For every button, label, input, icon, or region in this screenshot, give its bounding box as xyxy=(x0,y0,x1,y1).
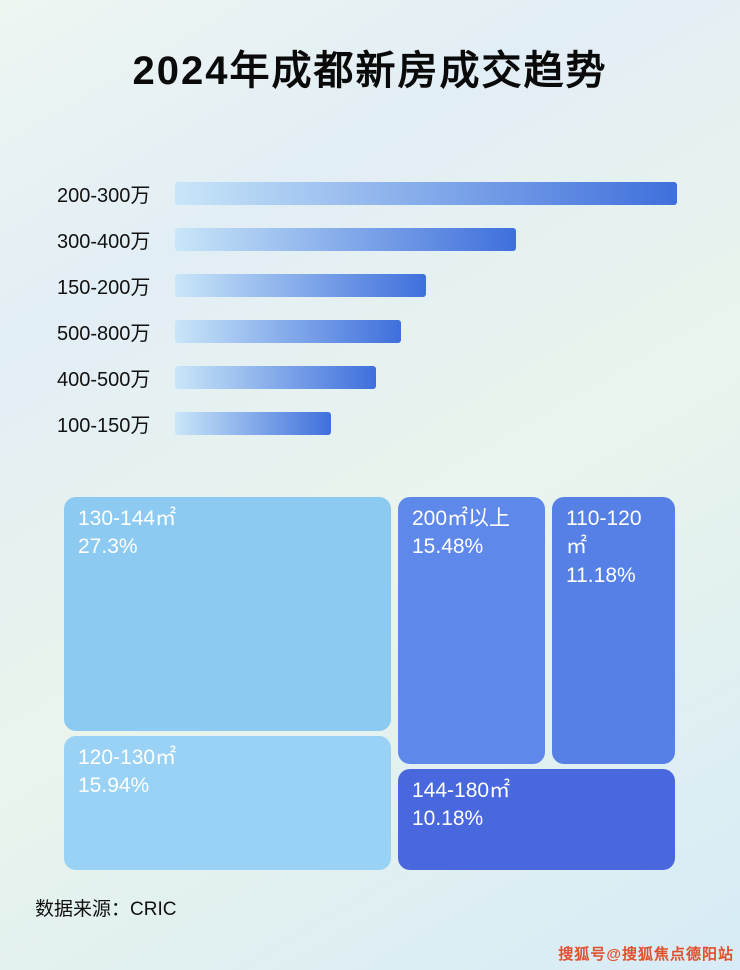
treemap-block-label: 144-180㎡ xyxy=(412,779,511,802)
bar xyxy=(175,228,517,251)
bar xyxy=(175,274,426,297)
bar-row: 150-200万 xyxy=(57,274,677,299)
bar xyxy=(175,412,331,435)
treemap-block-percent: 15.48% xyxy=(412,535,484,559)
bar-track xyxy=(175,366,677,389)
bar-label: 100-150万 xyxy=(57,415,151,437)
treemap-block: 120-130㎡ 15.94% xyxy=(64,736,391,870)
bar xyxy=(175,366,376,389)
data-source-note: 数据来源：CRIC xyxy=(35,899,177,920)
treemap-block: 200㎡以上 15.48% xyxy=(398,497,545,764)
bar-chart: 200-300万 300-400万 150-200万 500-800万 400-… xyxy=(57,182,677,458)
treemap-block-percent: 10.18% xyxy=(412,807,484,831)
bar-track xyxy=(175,182,677,205)
bar-row: 500-800万 xyxy=(57,320,677,345)
watermark: 搜狐号@搜狐焦点德阳站 xyxy=(558,946,734,963)
treemap-block-percent: 11.18% xyxy=(566,563,636,587)
bar-track xyxy=(175,412,677,435)
bar-track xyxy=(175,320,677,343)
bar-label: 400-500万 xyxy=(57,369,151,391)
treemap-block-percent: 15.94% xyxy=(78,774,150,798)
treemap-block-label: 200㎡以上 xyxy=(412,507,511,530)
bar-label: 300-400万 xyxy=(57,231,151,253)
treemap-block: 144-180㎡ 10.18% xyxy=(398,769,675,870)
treemap-block-label: 120-130㎡ xyxy=(78,746,177,769)
bar-row: 400-500万 xyxy=(57,366,677,391)
treemap-block-label: 130-144㎡ xyxy=(78,507,177,530)
bar-track xyxy=(175,228,677,251)
bar-label: 200-300万 xyxy=(57,185,151,207)
bar xyxy=(175,182,677,205)
bar-label: 500-800万 xyxy=(57,323,151,345)
treemap-block: 110-120㎡ 11.18% xyxy=(552,497,675,764)
bar-label: 150-200万 xyxy=(57,277,151,299)
treemap-block: 130-144㎡ 27.3% xyxy=(64,497,391,731)
bar-row: 200-300万 xyxy=(57,182,677,207)
treemap-block-label: 110-120㎡ xyxy=(566,507,642,559)
treemap-block-percent: 27.3% xyxy=(78,535,138,559)
page-title: 2024年成都新房成交趋势 xyxy=(132,49,608,93)
bar-row: 100-150万 xyxy=(57,412,677,437)
bar-row: 300-400万 xyxy=(57,228,677,253)
bar xyxy=(175,320,401,343)
bar-track xyxy=(175,274,677,297)
